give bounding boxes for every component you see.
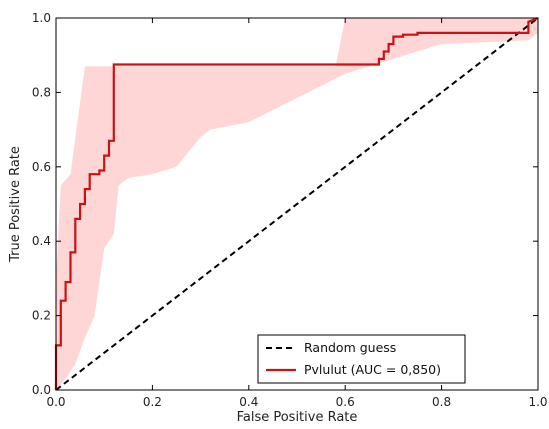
x-axis-label: False Positive Rate xyxy=(237,410,358,425)
tick-layer: 0.0 0.2 0.4 0.6 0.8 1.0 0.0 0.2 0.4 0.6 0.8 1.0 xyxy=(32,11,548,409)
x-tick-label: 1.0 xyxy=(528,395,547,409)
legend: Random guess Pvlulut (AUC = 0,850) xyxy=(257,334,466,384)
y-tick-label: 0.4 xyxy=(32,234,51,248)
y-tick-label: 0.0 xyxy=(32,383,51,397)
legend-box xyxy=(257,334,466,384)
plot-frame xyxy=(55,17,539,391)
confidence-band-layer xyxy=(56,18,538,390)
series-line-random-guess xyxy=(55,17,539,391)
y-tick-label: 0.8 xyxy=(32,85,51,99)
legend-label-random-guess: Random guess xyxy=(304,340,396,355)
series-layer xyxy=(54,16,539,391)
legend-label-pvlulut: Pvlulut (AUC = 0,850) xyxy=(304,362,441,377)
y-tick-label: 0.6 xyxy=(32,160,51,174)
x-tick-label: 0.8 xyxy=(432,395,451,409)
y-axis-label: True Positive Rate xyxy=(8,146,23,263)
series-line-pvlulut xyxy=(54,16,539,390)
y-tick-label: 1.0 xyxy=(32,11,51,25)
x-tick-label: 0.0 xyxy=(46,395,65,409)
x-tick-label: 0.6 xyxy=(336,395,355,409)
x-tick-label: 0.2 xyxy=(143,395,162,409)
confidence-band xyxy=(56,18,538,390)
x-tick-label: 0.4 xyxy=(239,395,258,409)
y-tick-label: 0.2 xyxy=(32,309,51,323)
